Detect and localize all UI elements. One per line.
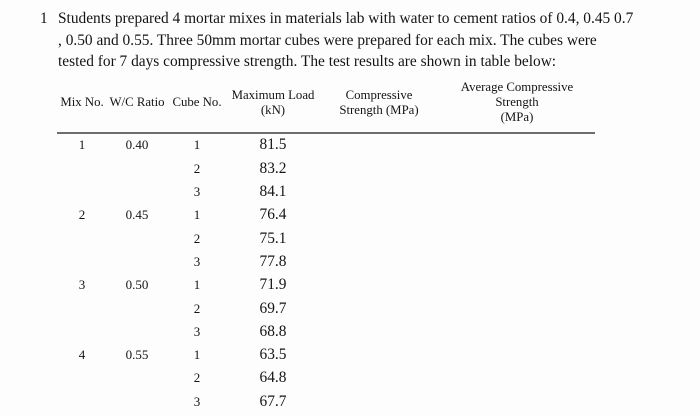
table-row: 3 84.1 xyxy=(57,180,595,203)
question-text-line-1: Students prepared 4 mortar mixes in mate… xyxy=(58,10,634,27)
table-body: 1 0.40 1 81.5 2 83.2 3 84.1 2 0.45 1 76.… xyxy=(57,134,595,414)
question-text: Students prepared 4 mortar mixes in mate… xyxy=(58,8,633,73)
cell-wc-ratio: 0.40 xyxy=(125,137,149,153)
column-header-compressive-strength: Compressive Strength (MPa) xyxy=(339,87,419,117)
cell-cube-no: 2 xyxy=(193,370,201,386)
cell-cube-no: 2 xyxy=(193,300,201,316)
cell-mix-no: 2 xyxy=(78,207,86,223)
table-row: 2 0.45 1 76.4 xyxy=(57,204,595,227)
cell-maximum-load: 69.7 xyxy=(259,299,287,317)
cell-cube-no: 1 xyxy=(193,137,201,153)
table-row: 2 64.8 xyxy=(57,367,595,390)
cell-maximum-load: 67.7 xyxy=(259,392,287,410)
cell-maximum-load: 77.8 xyxy=(259,252,287,270)
table-row: 3 68.8 xyxy=(57,320,595,343)
cell-cube-no: 1 xyxy=(193,347,201,363)
cell-wc-ratio: 0.50 xyxy=(125,277,149,293)
cell-maximum-load: 84.1 xyxy=(259,183,287,201)
column-header-average-compressive-strength: Average Compressive Strength (MPa) xyxy=(460,80,574,125)
cell-maximum-load: 76.4 xyxy=(259,206,287,224)
cell-maximum-load: 68.8 xyxy=(259,322,287,340)
question-text-line-3: tested for 7 days compressive strength. … xyxy=(58,53,557,71)
cell-cube-no: 3 xyxy=(193,253,201,269)
cell-wc-ratio: 0.55 xyxy=(125,347,149,363)
cell-mix-no: 1 xyxy=(78,137,86,153)
cell-cube-no: 2 xyxy=(193,160,201,176)
cell-mix-no: 4 xyxy=(78,347,86,363)
cell-maximum-load: 64.8 xyxy=(259,369,287,387)
cell-cube-no: 3 xyxy=(193,323,201,339)
cell-cube-no: 1 xyxy=(193,277,201,293)
column-header-maximum-load: Maximum Load (kN) xyxy=(231,87,315,117)
column-header-wc-ratio: W/C Ratio xyxy=(109,95,165,110)
cell-cube-no: 1 xyxy=(193,207,201,223)
table-row: 1 0.40 1 81.5 xyxy=(57,134,595,157)
table-row: 2 83.2 xyxy=(57,157,595,180)
table-row: 3 67.7 xyxy=(57,390,595,413)
question-number: 1 xyxy=(40,10,48,27)
cell-maximum-load: 75.1 xyxy=(259,229,287,247)
column-header-cube-no: Cube No. xyxy=(172,95,222,110)
table-row: 4 0.55 1 63.5 xyxy=(57,343,595,366)
results-table: Mix No. W/C Ratio Cube No. Maximum Load … xyxy=(57,77,595,414)
question-block: 1 Students prepared 4 mortar mixes in ma… xyxy=(40,0,694,73)
column-header-mix-no: Mix No. xyxy=(60,95,104,110)
cell-cube-no: 2 xyxy=(193,230,201,246)
table-row: 2 69.7 xyxy=(57,297,595,320)
table-row: 2 75.1 xyxy=(57,227,595,250)
cell-maximum-load: 83.2 xyxy=(259,159,287,177)
cell-mix-no: 3 xyxy=(78,277,86,293)
cell-maximum-load: 71.9 xyxy=(259,276,287,294)
table-row: 3 0.50 1 71.9 xyxy=(57,274,595,297)
cell-cube-no: 3 xyxy=(193,393,201,409)
table-row: 3 77.8 xyxy=(57,250,595,273)
table-header-row: Mix No. W/C Ratio Cube No. Maximum Load … xyxy=(57,77,595,134)
cell-maximum-load: 63.5 xyxy=(259,346,287,364)
question-text-line-2: , 0.50 and 0.55. Three 50mm mortar cubes… xyxy=(58,31,597,49)
cell-maximum-load: 81.5 xyxy=(259,136,287,154)
cell-cube-no: 3 xyxy=(193,184,201,200)
cell-wc-ratio: 0.45 xyxy=(125,207,149,223)
